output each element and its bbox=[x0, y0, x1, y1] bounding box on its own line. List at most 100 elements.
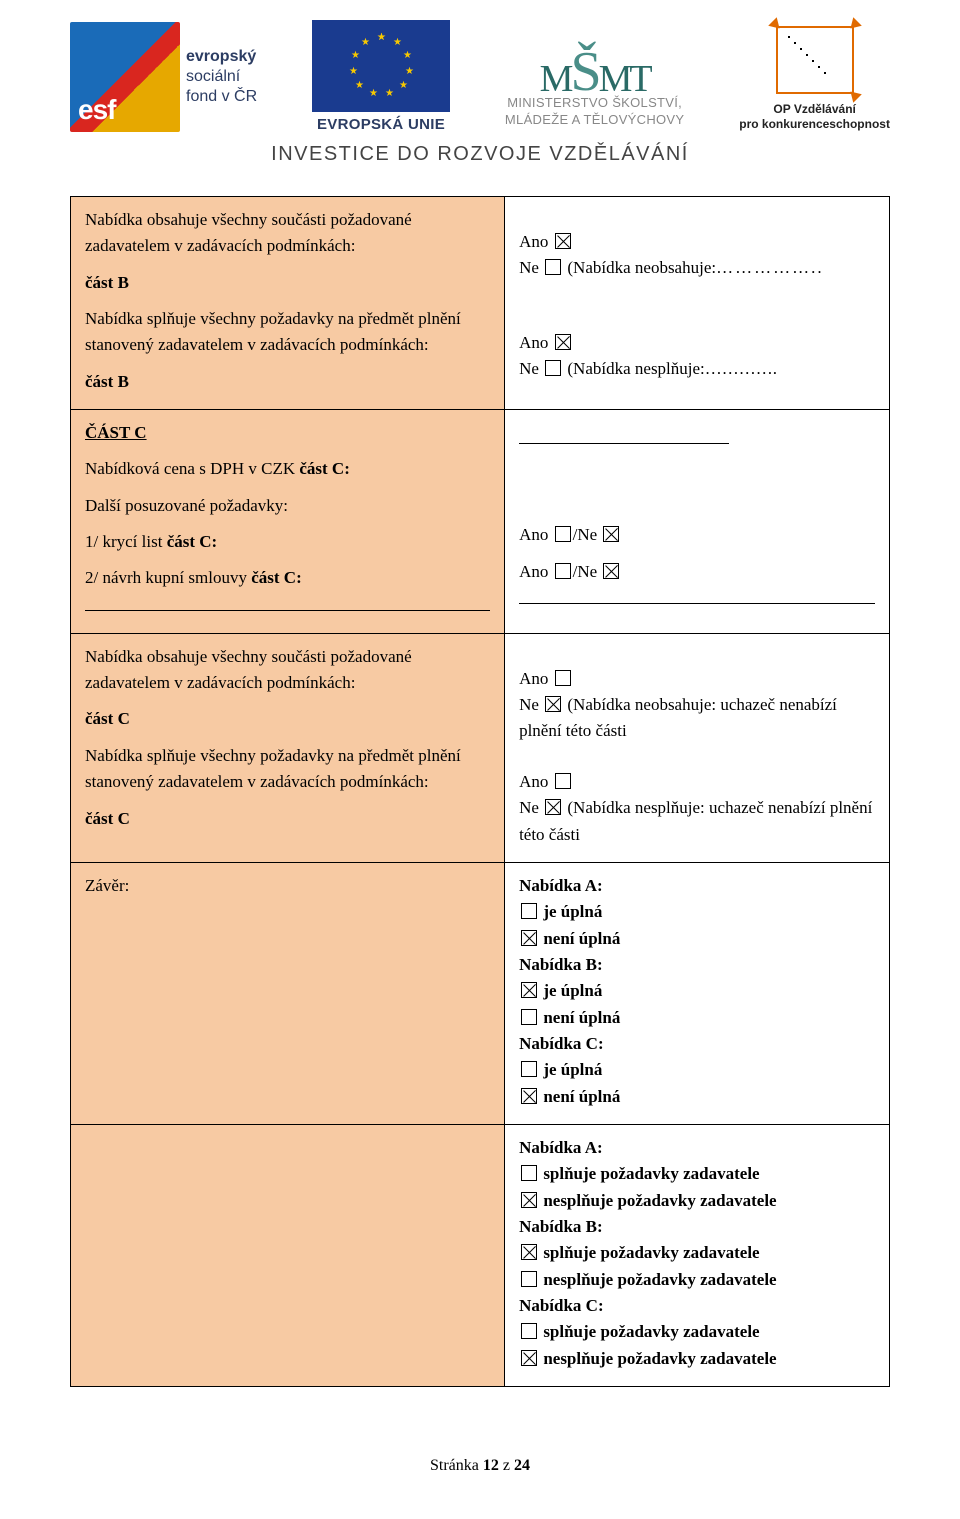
line: 1/ krycí list část C: bbox=[85, 529, 490, 555]
line: Ne (Nabídka nesplňuje: uchazeč nenabízí … bbox=[519, 795, 875, 848]
label-nabidka-b: Nabídka B: bbox=[519, 1214, 875, 1240]
line: nesplňuje požadavky zadavatele bbox=[519, 1267, 875, 1293]
cell-left-partB: Nabídka obsahuje všechny součásti požado… bbox=[71, 197, 505, 410]
label-nabidka-c: Nabídka C: bbox=[519, 1031, 875, 1057]
checkbox-icon[interactable] bbox=[545, 259, 561, 275]
label-splnuje: splňuje požadavky zadavatele bbox=[543, 1164, 759, 1183]
checkbox-icon[interactable] bbox=[521, 1009, 537, 1025]
esf-logo-block: esf evropský sociální fond v ČR bbox=[70, 22, 257, 132]
label-splnuje: splňuje požadavky zadavatele bbox=[543, 1243, 759, 1262]
line: Ne (Nabídka neobsahuje: bbox=[519, 255, 875, 281]
label-splnuje: splňuje požadavky zadavatele bbox=[543, 1322, 759, 1341]
checkbox-icon[interactable] bbox=[521, 1088, 537, 1104]
logo-strip: esf evropský sociální fond v ČR ★ ★ ★ ★ … bbox=[70, 20, 890, 133]
checkbox-icon[interactable] bbox=[521, 1192, 537, 1208]
msmt-line2: MLÁDEŽE A TĚLOVÝCHOVY bbox=[505, 112, 684, 127]
checkbox-icon[interactable] bbox=[521, 1323, 537, 1339]
label-neobs: (Nabídka neobsahuje: uchazeč nenabízí pl… bbox=[519, 695, 837, 740]
checkbox-icon[interactable] bbox=[555, 773, 571, 789]
checkbox-icon[interactable] bbox=[521, 1061, 537, 1077]
text-bold: část C: bbox=[167, 532, 218, 551]
label-nabidka-c: Nabídka C: bbox=[519, 1293, 875, 1319]
blank-line bbox=[519, 427, 729, 444]
label-part-b: část B bbox=[85, 270, 490, 296]
checkbox-icon[interactable] bbox=[521, 982, 537, 998]
checkbox-icon[interactable] bbox=[521, 903, 537, 919]
line: 2/ návrh kupní smlouvy část C: bbox=[85, 565, 490, 591]
text-bold: část C: bbox=[251, 568, 302, 587]
banner-title: INVESTICE DO ROZVOJE VZDĚLÁVÁNÍ bbox=[70, 143, 890, 166]
checkbox-icon[interactable] bbox=[555, 233, 571, 249]
table-row: ČÁST C Nabídková cena s DPH v CZK část C… bbox=[71, 410, 890, 634]
line: splňuje požadavky zadavatele bbox=[519, 1319, 875, 1345]
label-je-uplna: je úplná bbox=[543, 902, 602, 921]
label-part-c: část C bbox=[85, 706, 490, 732]
form-table: Nabídka obsahuje všechny součásti požado… bbox=[70, 196, 890, 1387]
line: je úplná bbox=[519, 1057, 875, 1083]
checkbox-icon[interactable] bbox=[603, 526, 619, 542]
cell-right-partB: Ano Ne (Nabídka neobsahuje: Ano Ne (Nabí… bbox=[505, 197, 890, 410]
checkbox-icon[interactable] bbox=[521, 1244, 537, 1260]
label-ano: Ano bbox=[519, 232, 548, 251]
checkbox-icon[interactable] bbox=[555, 670, 571, 686]
divider bbox=[85, 610, 490, 611]
checkbox-icon[interactable] bbox=[521, 1350, 537, 1366]
checkbox-icon[interactable] bbox=[555, 526, 571, 542]
line: není úplná bbox=[519, 926, 875, 952]
checkbox-icon[interactable] bbox=[521, 1165, 537, 1181]
label-neobs: (Nabídka neobsahuje: bbox=[567, 258, 716, 277]
opvk-caption: OP Vzdělávání pro konkurenceschopnost bbox=[739, 102, 890, 131]
table-row: Nabídka obsahuje všechny součásti požado… bbox=[71, 633, 890, 862]
opvk-line2: pro konkurenceschopnost bbox=[739, 117, 890, 131]
eu-caption: EVROPSKÁ UNIE bbox=[317, 116, 445, 133]
footer-label: Stránka bbox=[430, 1457, 483, 1474]
checkbox-icon[interactable] bbox=[545, 696, 561, 712]
label-ne: /Ne bbox=[573, 525, 598, 544]
checkbox-icon[interactable] bbox=[545, 360, 561, 376]
line: není úplná bbox=[519, 1084, 875, 1110]
label-nabidka-a: Nabídka A: bbox=[519, 1135, 875, 1161]
text: Nabídka obsahuje všechny součásti požado… bbox=[85, 207, 490, 260]
line: Ne (Nabídka nesplňuje:…………. bbox=[519, 356, 875, 382]
label-neni-uplna: není úplná bbox=[543, 929, 620, 948]
checkbox-icon[interactable] bbox=[545, 799, 561, 815]
dots: …………. bbox=[705, 359, 777, 378]
label-nesp: (Nabídka nesplňuje: uchazeč nenabízí pln… bbox=[519, 798, 872, 843]
page-footer: Stránka 12 z 24 bbox=[70, 1457, 890, 1475]
cell-right-cast-c: Ano /Ne Ano /Ne bbox=[505, 410, 890, 634]
label-part-c: část C bbox=[85, 806, 490, 832]
esf-line3: fond v ČR bbox=[186, 88, 257, 105]
esf-line2: sociální bbox=[186, 68, 240, 85]
opvk-icon bbox=[772, 22, 858, 98]
checkbox-icon[interactable] bbox=[555, 334, 571, 350]
checkbox-icon[interactable] bbox=[521, 930, 537, 946]
checkbox-icon[interactable] bbox=[521, 1271, 537, 1287]
cell-right-zaver: Nabídka A: je úplná není úplná Nabídka B… bbox=[505, 862, 890, 1124]
label-je-uplna: je úplná bbox=[543, 981, 602, 1000]
line: Ano /Ne bbox=[519, 522, 875, 548]
checkbox-icon[interactable] bbox=[555, 563, 571, 579]
section-title: ČÁST C bbox=[85, 420, 490, 446]
label-zaver: Závěr: bbox=[85, 873, 490, 899]
text-bold: část C: bbox=[299, 459, 350, 478]
line: Ne (Nabídka neobsahuje: uchazeč nenabízí… bbox=[519, 692, 875, 745]
page: esf evropský sociální fond v ČR ★ ★ ★ ★ … bbox=[0, 0, 960, 1505]
label-ano: Ano bbox=[519, 525, 548, 544]
cell-left-zaver: Závěr: bbox=[71, 862, 505, 1124]
footer-total: 24 bbox=[514, 1457, 530, 1474]
divider bbox=[519, 603, 875, 604]
line: splňuje požadavky zadavatele bbox=[519, 1240, 875, 1266]
label-ne: Ne bbox=[519, 359, 539, 378]
label-part-b: část B bbox=[85, 369, 490, 395]
checkbox-icon[interactable] bbox=[603, 563, 619, 579]
label-ne: Ne bbox=[519, 798, 539, 817]
label-ne: /Ne bbox=[573, 562, 598, 581]
line: Ano bbox=[519, 666, 875, 692]
label-ne: Ne bbox=[519, 258, 539, 277]
label-ano: Ano bbox=[519, 562, 548, 581]
line: není úplná bbox=[519, 1005, 875, 1031]
label-ano: Ano bbox=[519, 333, 548, 352]
label-neni-uplna: není úplná bbox=[543, 1087, 620, 1106]
footer-page: 12 bbox=[483, 1457, 499, 1474]
msmt-logo-block: MŠMT MINISTERSTVO ŠKOLSTVÍ, MLÁDEŽE A TĚ… bbox=[505, 25, 684, 129]
